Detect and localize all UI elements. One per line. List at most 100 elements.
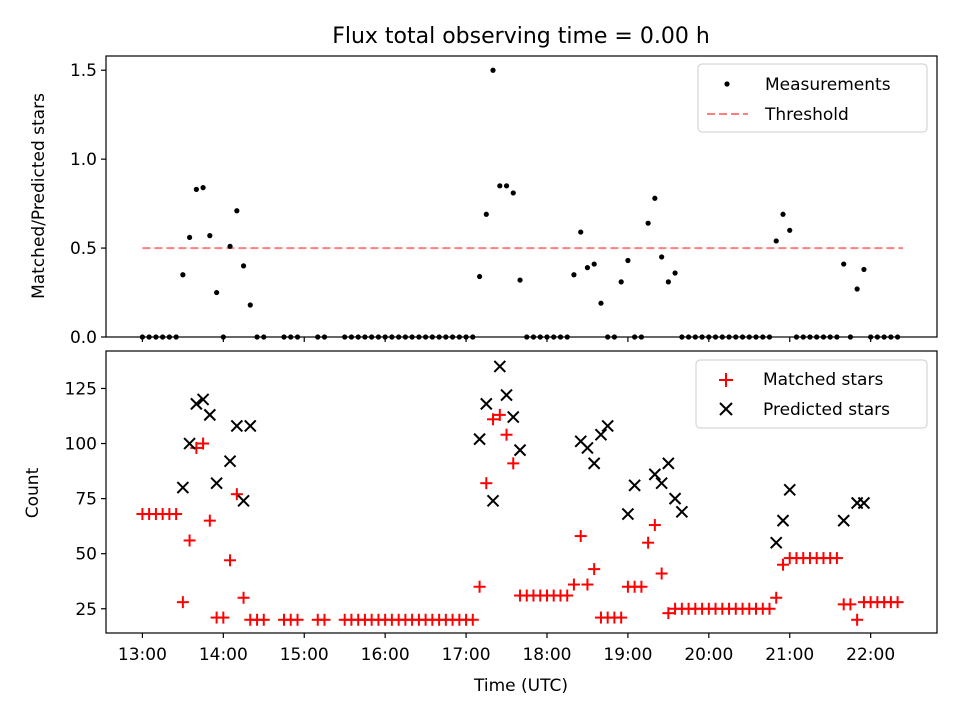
bottom-x-tick-label: 18:00 bbox=[522, 645, 571, 665]
top-legend: Measurements Threshold bbox=[697, 63, 928, 133]
measurement-point bbox=[207, 233, 213, 239]
matched-star-point bbox=[891, 596, 904, 609]
bottom-y-tick-label: 50 bbox=[75, 545, 97, 565]
predicted-star-point bbox=[190, 397, 203, 411]
bottom-x-tick-label: 22:00 bbox=[846, 645, 895, 665]
predicted-star-point bbox=[662, 457, 675, 470]
measurement-point bbox=[227, 243, 233, 249]
predicted-star-point bbox=[581, 441, 594, 455]
predicted-star-point bbox=[196, 393, 210, 406]
measurement-point bbox=[625, 257, 631, 264]
legend-matched-marker bbox=[719, 373, 733, 387]
matched-star-point bbox=[574, 530, 587, 543]
matched-star-point bbox=[197, 437, 210, 450]
predicted-star-point bbox=[648, 468, 662, 481]
bottom-x-tick-label: 21:00 bbox=[765, 645, 814, 665]
top-plot-frame bbox=[105, 55, 938, 338]
measurement-point bbox=[861, 266, 867, 273]
legend-measurements-label: Measurements bbox=[765, 75, 891, 95]
legend-predicted-marker bbox=[719, 402, 733, 416]
bottom-y-ticks: 25 50 75 100 125 bbox=[65, 379, 106, 620]
matched-star-point bbox=[844, 598, 857, 611]
matched-star-point bbox=[770, 591, 783, 604]
predicted-star-point bbox=[507, 410, 520, 424]
matched-star-point bbox=[763, 602, 776, 615]
measurement-point bbox=[854, 286, 860, 292]
bottom-y-axis-label: Count bbox=[23, 467, 43, 518]
bottom-y-tick-label: 25 bbox=[75, 600, 97, 620]
bottom-x-ticks: 13:00 14:00 15:00 16:00 17:00 18:00 19:00 20:00… bbox=[118, 633, 895, 665]
bottom-x-tick-label: 19:00 bbox=[603, 645, 652, 665]
matched-star-point bbox=[615, 611, 628, 624]
matched-star-point bbox=[487, 413, 500, 426]
matched-star-point bbox=[224, 554, 237, 567]
matched-star-point bbox=[648, 519, 661, 532]
matched-star-point bbox=[170, 508, 183, 521]
measurement-point bbox=[665, 279, 671, 285]
predicted-star-point bbox=[473, 432, 486, 446]
matched-star-point bbox=[257, 613, 270, 626]
measurement-point bbox=[598, 300, 604, 306]
matched-star-point bbox=[480, 477, 493, 490]
measurement-point bbox=[652, 195, 658, 201]
bottom-x-tick-label: 16:00 bbox=[361, 645, 410, 665]
measurement-point bbox=[180, 272, 186, 278]
measurement-point bbox=[483, 211, 489, 217]
matched-star-point bbox=[230, 488, 243, 501]
predicted-star-point bbox=[594, 428, 608, 441]
measurement-point bbox=[645, 220, 651, 226]
predicted-star-point bbox=[493, 360, 507, 373]
predicted-star-point bbox=[203, 408, 217, 422]
legend-matched-label: Matched stars bbox=[763, 370, 883, 390]
bottom-legend: Matched stars Predicted stars bbox=[695, 359, 928, 429]
top-y-axis-label: Matched/Predicted stars bbox=[29, 93, 49, 299]
predicted-star-point bbox=[783, 483, 796, 497]
predicted-star-point bbox=[486, 494, 500, 508]
matched-star-point bbox=[473, 580, 486, 593]
bottom-y-tick-label: 100 bbox=[65, 435, 97, 455]
bottom-x-tick-label: 17:00 bbox=[442, 645, 491, 665]
measurement-point bbox=[247, 302, 253, 308]
measurement-point bbox=[584, 265, 591, 271]
legend-threshold-label: Threshold bbox=[764, 105, 849, 125]
matched-star-point bbox=[507, 457, 520, 470]
predicted-star-point bbox=[837, 514, 850, 527]
measurement-point bbox=[618, 279, 624, 285]
matched-star-point bbox=[830, 552, 843, 565]
matched-star-point bbox=[642, 536, 655, 549]
measurement-point bbox=[234, 208, 240, 214]
measurement-point bbox=[571, 272, 577, 278]
bottom-legend-box bbox=[695, 359, 928, 429]
measurement-point bbox=[787, 227, 793, 233]
measurement-point bbox=[841, 261, 847, 267]
measurement-point bbox=[214, 289, 220, 296]
matched-star-point bbox=[318, 613, 331, 626]
measurement-point bbox=[672, 270, 678, 276]
matched-star-point bbox=[635, 580, 648, 593]
matched-star-point bbox=[237, 591, 250, 604]
matched-star-point bbox=[190, 441, 203, 454]
matched-star-point bbox=[183, 534, 196, 547]
predicted-star-point bbox=[776, 514, 790, 527]
predicted-star-point bbox=[237, 494, 250, 508]
matched-star-point bbox=[777, 558, 790, 571]
bottom-predicted-points bbox=[176, 360, 871, 549]
bottom-plot-frame bbox=[105, 350, 938, 634]
predicted-star-point bbox=[675, 505, 689, 519]
predicted-star-point bbox=[587, 457, 601, 470]
top-y-tick-label: 0.5 bbox=[70, 239, 97, 259]
predicted-star-point bbox=[770, 536, 783, 549]
predicted-star-point bbox=[230, 419, 244, 433]
measurement-point bbox=[476, 273, 483, 280]
predicted-star-point bbox=[244, 419, 257, 433]
predicted-star-point bbox=[480, 397, 493, 411]
measurement-point bbox=[773, 238, 779, 244]
matched-star-point bbox=[291, 613, 304, 626]
measurement-point bbox=[490, 67, 496, 73]
top-legend-box bbox=[697, 63, 928, 133]
top-y-tick-label: 1.0 bbox=[70, 150, 97, 170]
bottom-x-tick-label: 20:00 bbox=[684, 645, 733, 665]
predicted-star-point bbox=[628, 479, 641, 492]
predicted-star-point bbox=[621, 507, 635, 521]
